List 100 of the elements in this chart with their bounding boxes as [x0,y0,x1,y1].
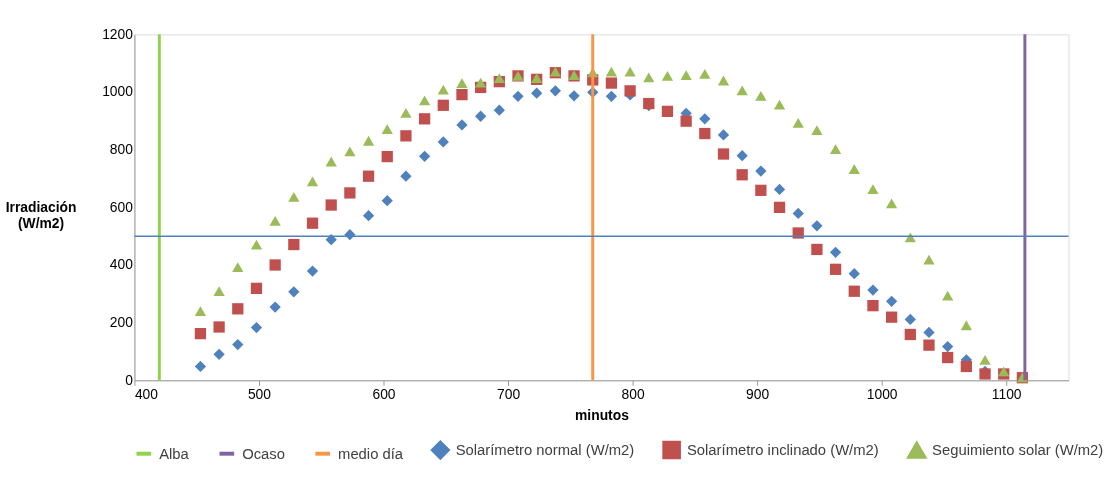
point [811,220,823,232]
point [661,105,674,117]
point [194,327,207,340]
point [568,90,580,102]
y-axis-title: Irradiación (W/m2) [5,198,77,231]
point [400,170,412,182]
point [717,148,730,160]
point [699,113,711,125]
point [811,125,823,135]
point [923,339,935,351]
point [531,87,543,99]
point [680,70,692,80]
y-tick-label: 600 [109,198,134,215]
point [194,306,207,317]
point [306,265,319,277]
point [736,85,748,96]
point [269,301,281,313]
point [811,243,823,256]
x-tick-label: 800 [621,385,645,402]
point [325,199,337,211]
point [512,90,524,102]
point [829,144,842,154]
point [773,183,786,196]
point [344,146,356,157]
point [699,127,711,140]
point [437,84,449,95]
point [885,198,898,209]
point [923,326,935,339]
y-tick-label: 1000 [102,83,134,100]
point [400,107,412,118]
point [960,320,972,331]
point [232,303,244,315]
point [288,286,300,298]
point [456,88,468,101]
point [437,99,449,111]
point [325,156,337,167]
point [475,77,487,88]
point [979,354,991,365]
y-tick-label: 400 [109,256,134,273]
point [362,135,375,146]
point [549,85,561,97]
point [755,165,767,177]
point [885,311,898,323]
point [904,328,916,341]
point [213,348,225,360]
point [867,300,879,312]
point [250,321,263,334]
y-tick-label: 200 [109,314,134,331]
point [605,90,618,102]
y-tick-label: 1200 [102,25,134,42]
y-tick-label: 800 [109,141,134,158]
x-tick-label: 1100 [991,385,1022,402]
legend-label: Solarímetro inclinado (W/m2) [686,441,879,458]
point [773,201,786,213]
point [942,340,954,353]
point [437,136,449,148]
point [250,239,263,250]
x-tick-label: 400 [134,385,159,402]
point [381,150,393,163]
point [362,210,375,222]
x-tick-label: 500 [247,385,272,402]
point [792,207,804,220]
point [493,104,505,116]
point [418,95,431,106]
point [699,68,711,79]
point [269,259,281,271]
point [475,110,487,122]
point [344,187,356,199]
point [325,234,337,246]
point [288,238,300,251]
x-tick-label: 900 [746,385,770,402]
point [829,246,842,258]
point [624,85,636,97]
point [418,113,431,125]
point [456,119,468,131]
point [269,216,281,226]
legend-label: Solarímetro normal (W/m2) [455,441,635,458]
point [848,268,860,280]
point [717,129,730,141]
point [605,77,618,89]
point [942,351,954,364]
point [381,124,393,135]
point [661,71,674,81]
point [624,66,636,77]
legend-label: medio día [338,445,404,462]
point [232,262,244,272]
point [306,217,319,229]
point [885,295,898,307]
y-tick-label: 0 [125,371,134,388]
point [232,338,244,351]
point [213,286,225,297]
x-tick-label: 600 [372,385,396,402]
x-tick-label: 700 [497,385,521,402]
point [194,360,207,373]
point [942,290,954,301]
point [773,99,786,110]
point [362,170,375,182]
point [867,184,879,195]
x-axis-title: minutos [575,407,630,424]
point [288,192,300,202]
